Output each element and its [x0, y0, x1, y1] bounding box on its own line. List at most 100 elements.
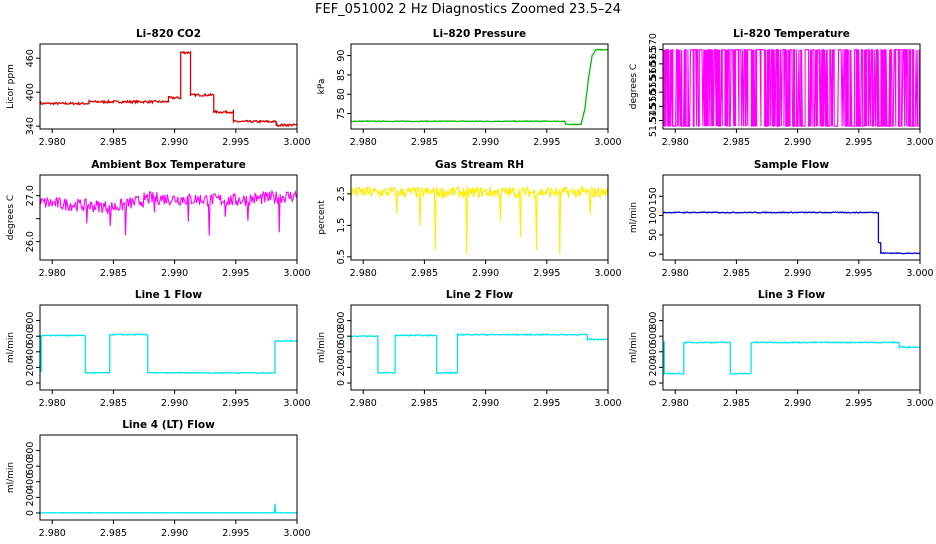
- panel-title: Sample Flow: [754, 159, 829, 171]
- y-tick-label: 51.550: [648, 90, 659, 123]
- y-tick-label: 340: [25, 117, 36, 135]
- plot-frame: [39, 434, 298, 521]
- x-tick-label: 2.985: [411, 268, 438, 279]
- panel-9: Line 3 Flow 2.980 2.985 2.990 2.995 3.000 0 200…: [629, 289, 934, 409]
- x-tick-label: 2.985: [100, 398, 127, 409]
- y-axis-label: ml/min: [629, 202, 639, 233]
- panel-title: Li–820 Pressure: [433, 28, 526, 40]
- series-line-line4: [39, 503, 297, 514]
- x-tick-label: 3.000: [283, 528, 310, 539]
- x-tick-label: 2.995: [533, 137, 560, 148]
- series-line-pressure: [350, 48, 608, 126]
- x-tick-label: 3.000: [906, 137, 933, 148]
- panel-title: Gas Stream RH: [435, 159, 524, 171]
- y-tick-label: 150: [648, 187, 659, 205]
- x-tick-label: 2.980: [39, 528, 66, 539]
- y-tick-label: 85: [336, 69, 347, 81]
- x-tick-label: 2.995: [845, 137, 872, 148]
- x-tick-label: 2.990: [784, 137, 811, 148]
- x-tick-label: 3.000: [906, 268, 933, 279]
- x-tick-label: 2.990: [161, 137, 188, 148]
- series-line-rh: [350, 185, 609, 255]
- plot-frame: [39, 43, 298, 130]
- x-tick-label: 2.995: [222, 528, 249, 539]
- x-tick-label: 2.990: [784, 268, 811, 279]
- x-tick-label: 3.000: [594, 268, 621, 279]
- x-tick-label: 2.980: [662, 137, 689, 148]
- x-tick-label: 2.995: [222, 137, 249, 148]
- plot-frame: [39, 174, 298, 261]
- y-tick-label: 800: [25, 442, 36, 460]
- panel-5: Gas Stream RH 2.980 2.985 2.990 2.995 3.000 0.…: [317, 159, 622, 279]
- y-tick-label: 51.565: [648, 47, 659, 80]
- y-tick-label: 800: [25, 312, 36, 330]
- y-axis-label: percent: [317, 200, 327, 235]
- y-tick-label: 800: [336, 312, 347, 330]
- x-tick-label: 2.995: [222, 268, 249, 279]
- y-tick-label: 400: [25, 343, 36, 361]
- y-tick-label: 200: [25, 358, 36, 376]
- y-tick-label: 0: [648, 380, 659, 386]
- y-tick-label: 400: [648, 343, 659, 361]
- x-tick-label: 2.995: [533, 268, 560, 279]
- y-tick-label: 80: [336, 88, 347, 100]
- y-axis-label: ml/min: [6, 462, 16, 493]
- panel-title: Line 4 (LT) Flow: [122, 419, 215, 431]
- series-line-box_temp: [39, 189, 298, 236]
- x-tick-label: 3.000: [283, 137, 310, 148]
- y-tick-label: 50: [648, 229, 659, 241]
- x-tick-label: 2.980: [350, 268, 377, 279]
- panel-1: Li–820 CO2 2.980 2.985 2.990 2.995 3.000 340 40…: [6, 28, 311, 148]
- x-tick-label: 3.000: [594, 137, 621, 148]
- x-tick-label: 2.995: [845, 268, 872, 279]
- x-tick-label: 2.985: [723, 137, 750, 148]
- y-tick-label: 26.0: [25, 231, 36, 252]
- y-tick-label: 200: [336, 358, 347, 376]
- y-tick-label: 75: [336, 107, 347, 119]
- plot-frame: [662, 174, 921, 261]
- plot-frame: [662, 304, 921, 391]
- y-tick-label: 200: [648, 358, 659, 376]
- x-tick-label: 3.000: [283, 268, 310, 279]
- panel-title: Line 2 Flow: [446, 289, 513, 301]
- y-tick-label: 600: [648, 327, 659, 345]
- panel-title: Li–820 Temperature: [733, 28, 850, 40]
- x-tick-label: 2.995: [222, 398, 249, 409]
- x-tick-label: 2.995: [533, 398, 560, 409]
- series-line-co2: [39, 50, 298, 128]
- x-tick-label: 2.990: [161, 528, 188, 539]
- y-tick-label: 400: [25, 473, 36, 491]
- y-axis-label: degrees C: [629, 64, 639, 109]
- y-tick-label: 600: [25, 327, 36, 345]
- y-tick-label: 0: [648, 251, 659, 257]
- figure-title: FEF_051002 2 Hz Diagnostics Zoomed 23.5–…: [315, 2, 621, 17]
- y-tick-label: 1.5: [336, 218, 347, 233]
- panel-2: Li–820 Pressure 2.980 2.985 2.990 2.995 3.000…: [317, 28, 622, 148]
- y-axis-label: ml/min: [629, 332, 639, 363]
- x-tick-label: 2.980: [39, 137, 66, 148]
- x-tick-label: 2.985: [100, 528, 127, 539]
- plot-frame: [350, 174, 609, 261]
- plot-frame: [350, 43, 609, 130]
- series-line-temperature: [663, 49, 921, 127]
- x-tick-label: 2.985: [723, 268, 750, 279]
- y-axis-label: kPa: [317, 79, 327, 95]
- y-tick-label: 600: [336, 327, 347, 345]
- plot-frame: [662, 43, 921, 130]
- panel-6: Sample Flow 2.980 2.985 2.990 2.995 3.000 0 50 1…: [629, 159, 934, 279]
- x-tick-label: 2.990: [161, 268, 188, 279]
- x-tick-label: 2.990: [472, 137, 499, 148]
- y-axis-label: ml/min: [317, 332, 327, 363]
- y-tick-label: 51.555: [648, 76, 659, 109]
- panel-title: Line 1 Flow: [135, 289, 202, 301]
- y-tick-label: 0.5: [336, 249, 347, 264]
- x-tick-label: 2.980: [39, 268, 66, 279]
- series-line-line2: [350, 332, 609, 375]
- x-tick-label: 2.985: [723, 398, 750, 409]
- y-axis-label: Licor ppm: [6, 64, 16, 109]
- y-tick-label: 100: [648, 206, 659, 224]
- x-tick-label: 2.985: [100, 268, 127, 279]
- y-tick-label: 800: [648, 312, 659, 330]
- y-tick-label: 0: [25, 510, 36, 516]
